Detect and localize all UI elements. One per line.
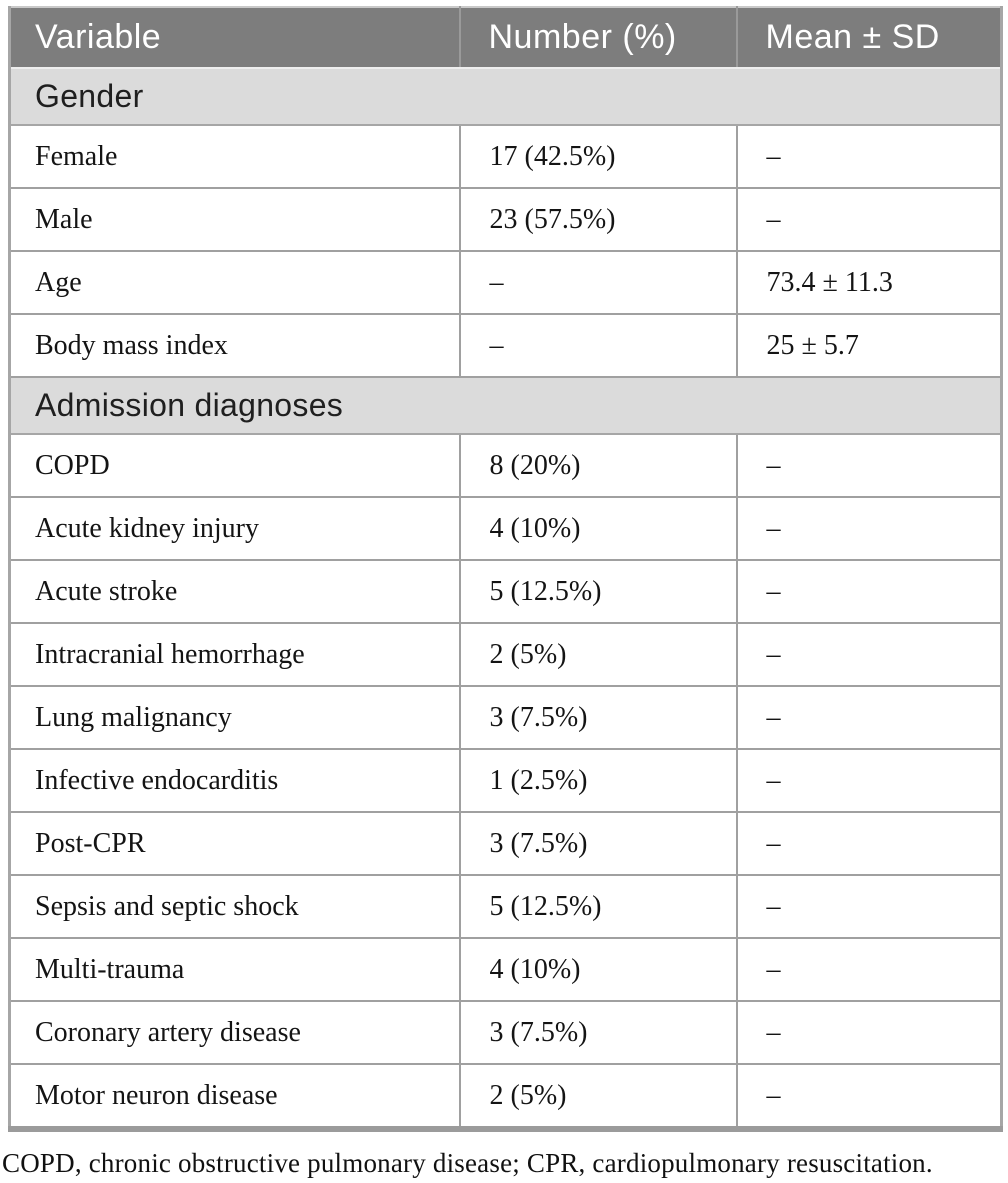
cell-mean: – <box>735 937 1002 1002</box>
column-header-number-pct: Number (%) <box>458 7 737 69</box>
cell-variable: Motor neuron disease <box>9 1063 460 1130</box>
table-row-post-cpr: Post-CPR 3 (7.5%) – <box>9 811 1002 876</box>
cell-variable: Body mass index <box>9 313 460 378</box>
cell-number: 3 (7.5%) <box>458 811 737 876</box>
table-row-sepsis-septic-shock: Sepsis and septic shock 5 (12.5%) – <box>9 874 1002 939</box>
cell-number: 5 (12.5%) <box>458 874 737 939</box>
cell-variable: Male <box>9 187 460 252</box>
cell-number: 3 (7.5%) <box>458 685 737 750</box>
section-row-gender: Gender <box>9 67 1002 126</box>
table-row-motor-neuron-disease: Motor neuron disease 2 (5%) – <box>9 1063 1002 1130</box>
cell-variable: Coronary artery disease <box>9 1000 460 1065</box>
cell-variable: COPD <box>9 433 460 498</box>
cell-mean: – <box>735 433 1002 498</box>
cell-mean: – <box>735 559 1002 624</box>
table-header-row: Variable Number (%) Mean ± SD <box>9 7 1002 69</box>
cell-number: 17 (42.5%) <box>458 124 737 189</box>
footnote: COPD, chronic obstructive pulmonary dise… <box>2 1148 933 1178</box>
section-title: Admission diagnoses <box>9 376 1002 435</box>
cell-number: 1 (2.5%) <box>458 748 737 813</box>
cell-number: 4 (10%) <box>458 496 737 561</box>
section-title: Gender <box>9 67 1002 126</box>
cell-variable: Intracranial hemorrhage <box>9 622 460 687</box>
table-row-body-mass-index: Body mass index – 25 ± 5.7 <box>9 313 1002 378</box>
cell-mean: – <box>735 1063 1002 1130</box>
table-row-acute-stroke: Acute stroke 5 (12.5%) – <box>9 559 1002 624</box>
table-row-coronary-artery-disease: Coronary artery disease 3 (7.5%) – <box>9 1000 1002 1065</box>
cell-mean: – <box>735 748 1002 813</box>
table-row-age: Age – 73.4 ± 11.3 <box>9 250 1002 315</box>
cell-number: 3 (7.5%) <box>458 1000 737 1065</box>
cell-number: 4 (10%) <box>458 937 737 1002</box>
section-row-admission-diagnoses: Admission diagnoses <box>9 376 1002 435</box>
cell-mean: – <box>735 496 1002 561</box>
cell-number: 23 (57.5%) <box>458 187 737 252</box>
cell-variable: Sepsis and septic shock <box>9 874 460 939</box>
cell-number: 8 (20%) <box>458 433 737 498</box>
cell-mean: – <box>735 685 1002 750</box>
cell-mean: – <box>735 124 1002 189</box>
table-row-lung-malignancy: Lung malignancy 3 (7.5%) – <box>9 685 1002 750</box>
cell-variable: Acute stroke <box>9 559 460 624</box>
table-row-female: Female 17 (42.5%) – <box>9 124 1002 189</box>
column-header-variable: Variable <box>9 7 460 69</box>
patient-characteristics-table: Variable Number (%) Mean ± SD Gender Fem… <box>8 6 1003 1132</box>
cell-number: – <box>458 313 737 378</box>
cell-mean: – <box>735 811 1002 876</box>
cell-mean: 25 ± 5.7 <box>735 313 1002 378</box>
table-row-copd: COPD 8 (20%) – <box>9 433 1002 498</box>
cell-variable: Female <box>9 124 460 189</box>
cell-mean: – <box>735 187 1002 252</box>
cell-mean: – <box>735 874 1002 939</box>
cell-variable: Age <box>9 250 460 315</box>
table-row-acute-kidney-injury: Acute kidney injury 4 (10%) – <box>9 496 1002 561</box>
cell-variable: Infective endocarditis <box>9 748 460 813</box>
cell-mean: – <box>735 622 1002 687</box>
cell-number: – <box>458 250 737 315</box>
cell-number: 2 (5%) <box>458 1063 737 1130</box>
table-row-intracranial-hemorrhage: Intracranial hemorrhage 2 (5%) – <box>9 622 1002 687</box>
cell-variable: Post-CPR <box>9 811 460 876</box>
cell-variable: Lung malignancy <box>9 685 460 750</box>
table-row-male: Male 23 (57.5%) – <box>9 187 1002 252</box>
table-row-infective-endocarditis: Infective endocarditis 1 (2.5%) – <box>9 748 1002 813</box>
cell-number: 5 (12.5%) <box>458 559 737 624</box>
cell-variable: Multi-trauma <box>9 937 460 1002</box>
column-header-mean-sd: Mean ± SD <box>735 7 1002 69</box>
cell-variable: Acute kidney injury <box>9 496 460 561</box>
cell-mean: – <box>735 1000 1002 1065</box>
cell-mean: 73.4 ± 11.3 <box>735 250 1002 315</box>
table-row-multi-trauma: Multi-trauma 4 (10%) – <box>9 937 1002 1002</box>
cell-number: 2 (5%) <box>458 622 737 687</box>
